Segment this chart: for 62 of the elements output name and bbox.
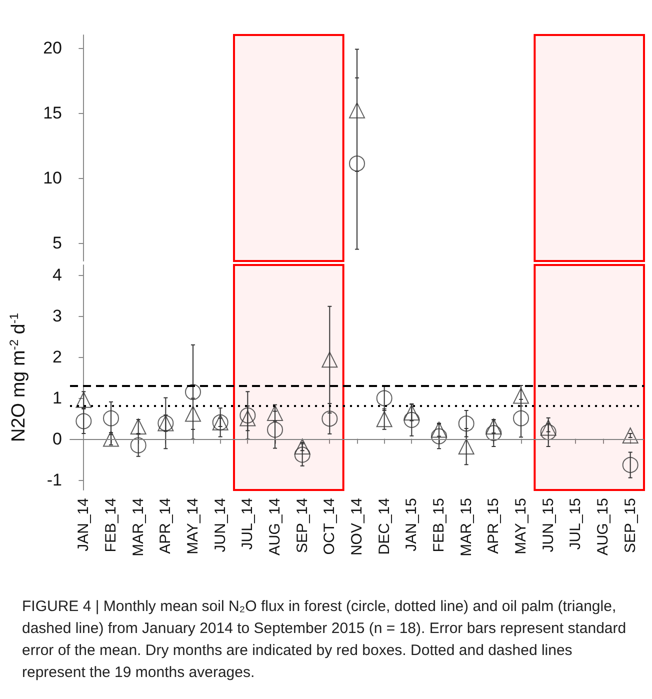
x-tick-label: MAR_14 [130,498,147,556]
x-tick-label: MAY_14 [184,498,202,554]
point [76,392,92,408]
point [486,425,502,442]
point [322,352,338,368]
y-tick-label: 2 [52,347,62,366]
y-tick-label: -1 [46,470,62,490]
x-tick-label: JUN_15 [540,498,557,552]
point [294,438,310,455]
point [513,410,529,426]
point [130,418,146,434]
point [240,410,256,426]
y-tick-label: 0 [52,429,62,448]
y-tick-label: 3 [52,306,62,326]
x-tick-label: NOV_14 [348,498,366,556]
y-tick-label: 15 [43,103,62,122]
point [322,410,338,427]
x-tick-label: FEB_14 [102,498,120,552]
point [267,404,283,421]
x-tick-label: SEP_15 [622,498,639,554]
point [376,390,392,406]
y-tick-label: 5 [52,233,62,252]
point [622,427,638,444]
point [540,420,556,436]
point [185,384,201,400]
point [458,416,474,432]
x-tick-label: JUL_14 [239,498,256,550]
point [404,412,420,428]
x-tick-label: AUG_15 [594,498,612,556]
x-tick-label: OCT_14 [321,498,338,555]
point [376,411,392,428]
x-tick-label: MAY_15 [512,498,530,554]
x-tick-label: APR_15 [485,498,502,554]
point [431,428,447,444]
point [240,407,256,424]
x-tick-label: JAN_14 [75,498,92,552]
point [185,406,201,422]
point [513,388,529,404]
point [267,422,283,438]
point [103,430,119,447]
y-tick-label: 10 [43,168,62,188]
y-axis-title: N2O mg m-2 d-1 [7,312,30,442]
point [540,424,556,440]
y-tick-label: 20 [43,38,62,58]
point [294,446,310,463]
point [622,457,638,473]
y-tick-label: 4 [52,265,62,284]
x-tick-label: JAN_15 [403,498,420,552]
x-tick-label: JUL_15 [567,498,584,550]
point [103,410,119,426]
x-tick-label: SEP_14 [294,498,311,554]
x-tick-label: MAR_15 [458,498,475,556]
point [130,437,146,454]
point [76,413,92,430]
x-tick-label: FEB_15 [430,498,448,552]
point [458,438,474,455]
x-tick-label: JUN_14 [212,498,229,552]
x-tick-label: DEC_14 [376,498,393,555]
caption: FIGURE 4 | Monthly mean soil N₂O flux in forest (circle, dotted line) and oil palm (triangle, dashed line) from January 2014 to September 2015 (n = 18). Error bars represent standard error of the mean. Dry months are indicated by red boxes. Dotted and dashed lines represent the 19 months averages. [22,597,628,683]
x-tick-label: AUG_14 [266,498,284,556]
y-tick-label: 1 [52,388,62,408]
x-tick-label: APR_14 [157,498,174,554]
